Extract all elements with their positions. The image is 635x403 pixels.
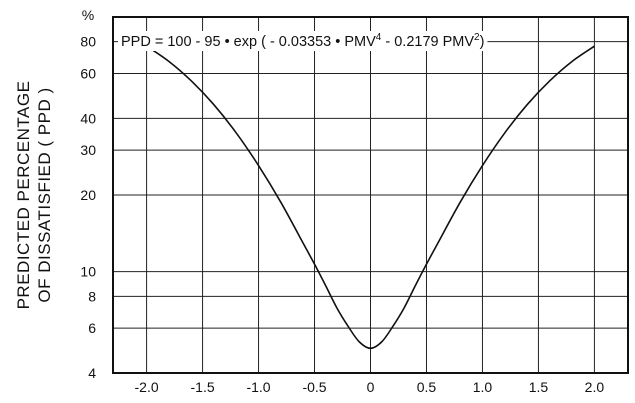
- y-axis: 4 6 8 10 20 30 40 60 80: [80, 34, 96, 381]
- plot-frame: [112, 16, 629, 374]
- y-tick-label: 30: [80, 142, 96, 158]
- y-axis-title-line1: PREDICTED PERCENTAGE: [14, 81, 33, 310]
- formula-exponent-4: 4: [376, 32, 382, 43]
- x-tick-label: 1.0: [473, 379, 493, 395]
- x-tick-label: -0.5: [302, 379, 326, 395]
- y-unit-label: %: [82, 7, 94, 23]
- y-axis-title: PREDICTED PERCENTAGE OF DISSATISFIED ( P…: [14, 81, 54, 310]
- formula-suffix: ): [480, 34, 485, 50]
- y-axis-title-line2: OF DISSATISFIED ( PPD ): [35, 87, 54, 302]
- formula-exponent-2: 2: [474, 32, 480, 43]
- formula-background: [118, 31, 488, 51]
- y-tick-label: 20: [80, 187, 96, 203]
- x-tick-label: 1.5: [529, 379, 549, 395]
- x-tick-label: -1.5: [191, 379, 215, 395]
- y-tick-label: 80: [80, 34, 96, 50]
- x-tick-label: -2.0: [135, 379, 159, 395]
- x-axis: -2.0 -1.5 -1.0 -0.5 0 0.5 1.0 1.5 2.0: [135, 379, 605, 395]
- formula-prefix: PPD = 100 - 95 • exp ( - 0.03353 • PMV: [121, 34, 376, 50]
- x-tick-label: 0: [367, 379, 375, 395]
- formula-annotation: PPD = 100 - 95 • exp ( - 0.03353 • PMV4 …: [121, 32, 484, 50]
- x-tick-label: 2.0: [585, 379, 605, 395]
- y-tick-label: 40: [80, 110, 96, 126]
- y-tick-label: 60: [80, 65, 96, 81]
- grid: [113, 17, 628, 373]
- y-tick-label: 10: [80, 264, 96, 280]
- y-tick-label: 8: [88, 288, 96, 304]
- y-tick-label: 4: [88, 365, 96, 381]
- x-tick-label: -1.0: [246, 379, 270, 395]
- ppd-curve: [135, 39, 595, 350]
- formula-middle: - 0.2179 PMV: [381, 34, 474, 50]
- y-tick-label: 6: [88, 320, 96, 336]
- x-tick-label: 0.5: [417, 379, 437, 395]
